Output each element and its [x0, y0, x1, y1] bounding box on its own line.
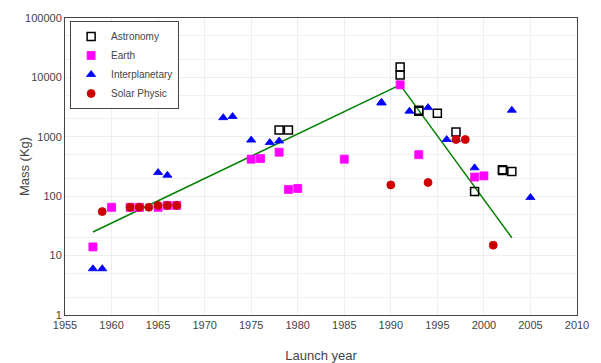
svg-text:1955: 1955 — [53, 319, 77, 331]
svg-text:1995: 1995 — [425, 319, 449, 331]
svg-text:2005: 2005 — [518, 319, 542, 331]
svg-text:2000: 2000 — [472, 319, 496, 331]
svg-text:1980: 1980 — [285, 319, 309, 331]
svg-text:1990: 1990 — [379, 319, 403, 331]
svg-text:1000: 1000 — [37, 131, 61, 143]
svg-text:10: 10 — [50, 249, 62, 261]
svg-text:1965: 1965 — [146, 319, 170, 331]
svg-text:1985: 1985 — [332, 319, 356, 331]
svg-text:2010: 2010 — [565, 319, 589, 331]
svg-text:100: 100 — [43, 190, 61, 202]
svg-text:Astronomy: Astronomy — [111, 31, 159, 42]
svg-text:Solar Physic: Solar Physic — [111, 88, 167, 99]
svg-text:1970: 1970 — [192, 319, 216, 331]
svg-text:100000: 100000 — [25, 12, 62, 24]
svg-text:Earth: Earth — [111, 50, 135, 61]
svg-text:Mass (Kg): Mass (Kg) — [17, 137, 32, 196]
svg-text:1960: 1960 — [99, 319, 123, 331]
svg-text:Interplanetary: Interplanetary — [111, 69, 172, 80]
svg-text:10000: 10000 — [31, 71, 62, 83]
svg-text:Launch year: Launch year — [285, 348, 357, 363]
svg-text:1975: 1975 — [239, 319, 263, 331]
svg-text:1: 1 — [56, 309, 62, 321]
